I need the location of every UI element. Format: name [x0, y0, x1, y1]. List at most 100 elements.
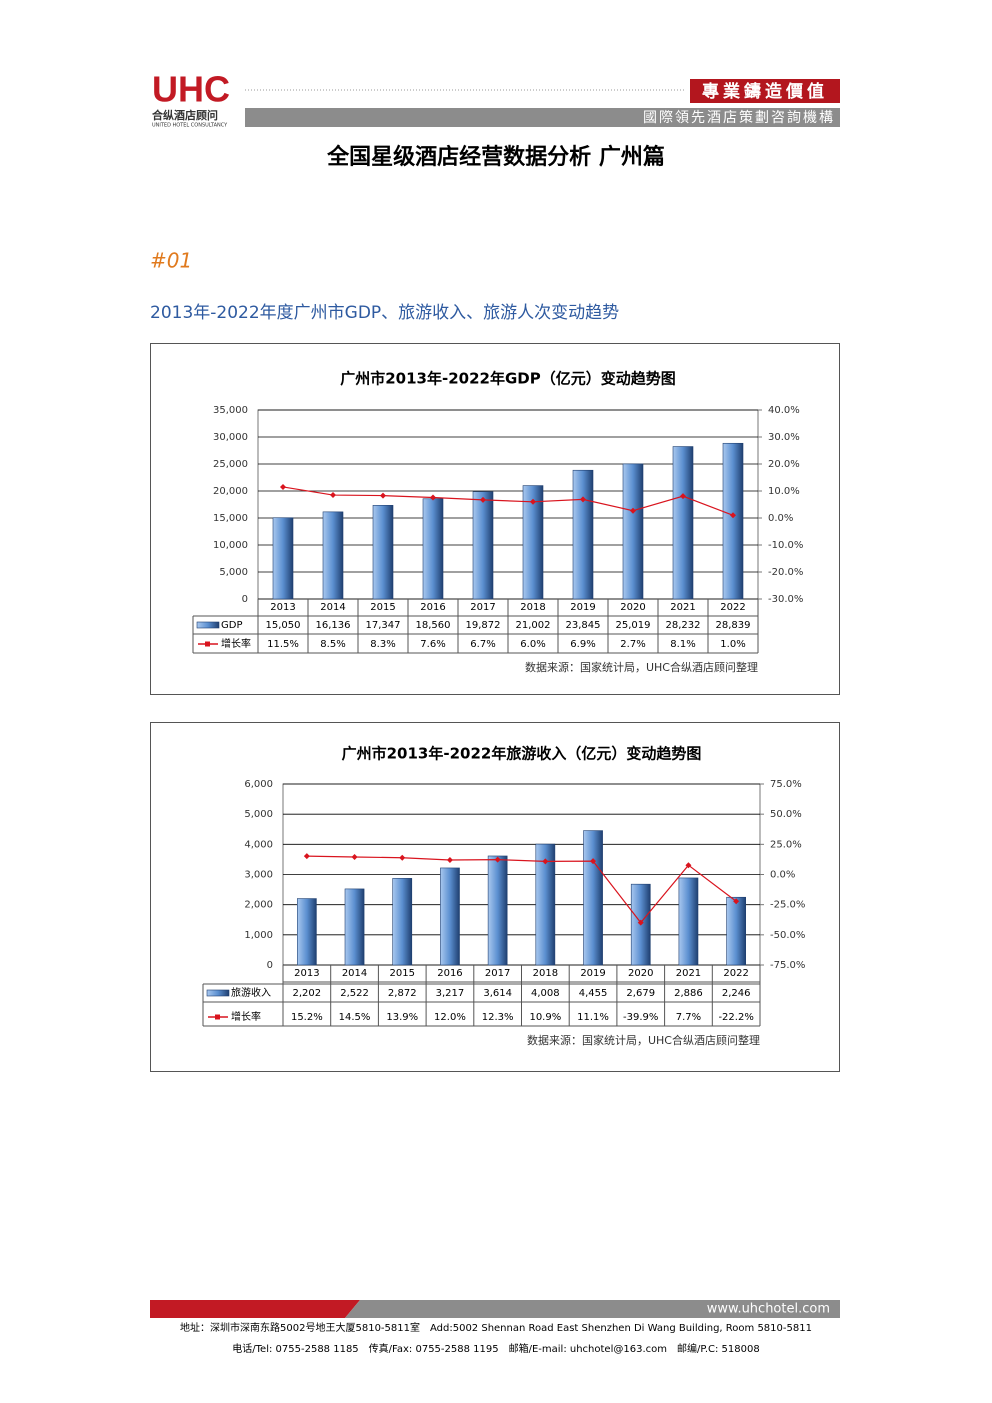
logo-cn: 合纵酒店顾问: [152, 108, 218, 122]
footer-bar-red: [150, 1300, 360, 1318]
bar: [344, 888, 365, 966]
x-tick-label: 2015: [390, 968, 415, 979]
y2-tick-label: 20.0%: [768, 459, 800, 470]
y2-tick-label: 50.0%: [770, 809, 802, 820]
y-tick-label: 25,000: [213, 459, 248, 470]
y2-tick-label: 40.0%: [768, 405, 800, 416]
chart-source: 数据来源：国家统计局，UHC合纵酒店顾问整理: [527, 1033, 760, 1047]
bar: [422, 498, 444, 600]
data-label: 18,560: [416, 620, 451, 631]
bar: [472, 491, 494, 600]
data-label: 19,872: [466, 620, 501, 631]
chart-source: 数据来源：国家统计局，UHC合纵酒店顾问整理: [525, 660, 758, 674]
growth-marker: [530, 498, 536, 505]
data-label: 12.0%: [434, 1012, 466, 1023]
bar: [726, 896, 746, 966]
x-tick-label: 2014: [320, 602, 345, 613]
bar: [572, 469, 594, 600]
logo-en: UNITED HOTEL CONSULTANCY: [152, 123, 228, 129]
data-label: 8.5%: [320, 639, 345, 650]
y-tick-label: 20,000: [213, 486, 248, 497]
growth-marker: [351, 854, 358, 861]
y2-tick-label: -75.0%: [770, 960, 805, 971]
growth-marker: [733, 898, 740, 905]
legend-label: 增长率: [221, 637, 251, 650]
y2-tick-label: -10.0%: [768, 540, 803, 551]
bar: [297, 898, 317, 966]
y-tick-label: 4,000: [244, 839, 273, 850]
doc-title: 全国星级酒店经营数据分析 广州篇: [326, 144, 665, 170]
footer-bar-gray: [345, 1300, 840, 1318]
y2-tick-label: 0.0%: [770, 870, 795, 881]
y-tick-label: 5,000: [219, 567, 248, 578]
legend-label: 增长率: [231, 1010, 261, 1023]
data-label: 1.0%: [720, 639, 745, 650]
data-label: 6.9%: [570, 639, 595, 650]
data-label: 2,246: [722, 988, 751, 999]
section-subtitle: 2013年-2022年度广州市GDP、旅游收入、旅游人次变动趋势: [150, 303, 619, 323]
x-tick-label: 2020: [628, 968, 653, 979]
data-label: 2,522: [340, 988, 369, 999]
y-tick-label: 35,000: [213, 405, 248, 416]
footer-contact: 电话/Tel: 0755-2588 1185 传真/Fax: 0755-2588…: [232, 1342, 759, 1355]
y2-tick-label: -20.0%: [768, 567, 803, 578]
bar: [372, 505, 394, 600]
bar: [487, 855, 508, 966]
data-label: 6.0%: [520, 639, 545, 650]
growth-marker: [380, 492, 386, 499]
slogan: 專業鑄造價值: [702, 81, 828, 102]
data-label: 4,008: [531, 988, 560, 999]
x-tick-label: 2015: [370, 602, 395, 613]
bar: [722, 442, 744, 600]
growth-marker: [494, 856, 501, 863]
legend-label: 旅游收入: [231, 986, 271, 999]
x-tick-label: 2019: [570, 602, 595, 613]
y2-tick-label: 0.0%: [768, 513, 793, 524]
y2-tick-label: 75.0%: [770, 779, 802, 790]
x-tick-label: 2018: [520, 602, 545, 613]
legend-swatch: [196, 621, 220, 629]
data-label: 10.9%: [529, 1012, 561, 1023]
section-number: #01: [150, 249, 192, 273]
data-label: 2,886: [674, 988, 703, 999]
x-tick-label: 2013: [294, 968, 319, 979]
y2-tick-label: 25.0%: [770, 839, 802, 850]
growth-marker: [303, 853, 310, 860]
x-tick-label: 2016: [420, 602, 445, 613]
y-tick-label: 30,000: [213, 432, 248, 443]
chart-title: 广州市2013年-2022年旅游收入（亿元）变动趋势图: [342, 745, 702, 763]
data-label: 2,872: [388, 988, 417, 999]
bar: [583, 830, 603, 966]
data-label: 7.7%: [676, 1012, 701, 1023]
y-tick-label: 0: [267, 960, 273, 971]
bar: [522, 485, 544, 600]
growth-marker: [630, 507, 636, 514]
bar: [535, 843, 556, 966]
data-label: 28,839: [716, 620, 751, 631]
x-tick-label: 2017: [485, 968, 510, 979]
growth-line: [306, 855, 737, 924]
bar: [622, 463, 644, 600]
bar: [440, 867, 460, 966]
slogan-box: [690, 79, 840, 103]
data-label: 2.7%: [620, 639, 645, 650]
y-tick-label: 5,000: [244, 809, 273, 820]
data-label: 2,679: [626, 988, 655, 999]
x-tick-label: 2016: [437, 968, 462, 979]
bar: [672, 446, 694, 600]
x-tick-label: 2019: [580, 968, 605, 979]
data-label: 3,614: [483, 988, 512, 999]
y-tick-label: 2,000: [244, 900, 273, 911]
x-tick-label: 2013: [270, 602, 295, 613]
x-tick-label: 2022: [723, 968, 748, 979]
data-label: 12.3%: [482, 1012, 514, 1023]
data-label: 11.1%: [577, 1012, 609, 1023]
y-tick-label: 1,000: [244, 930, 273, 941]
growth-marker: [685, 862, 692, 869]
growth-marker: [399, 854, 406, 861]
bar: [272, 517, 294, 600]
growth-marker: [430, 494, 436, 501]
data-label: 21,002: [516, 620, 551, 631]
bar: [322, 511, 344, 600]
